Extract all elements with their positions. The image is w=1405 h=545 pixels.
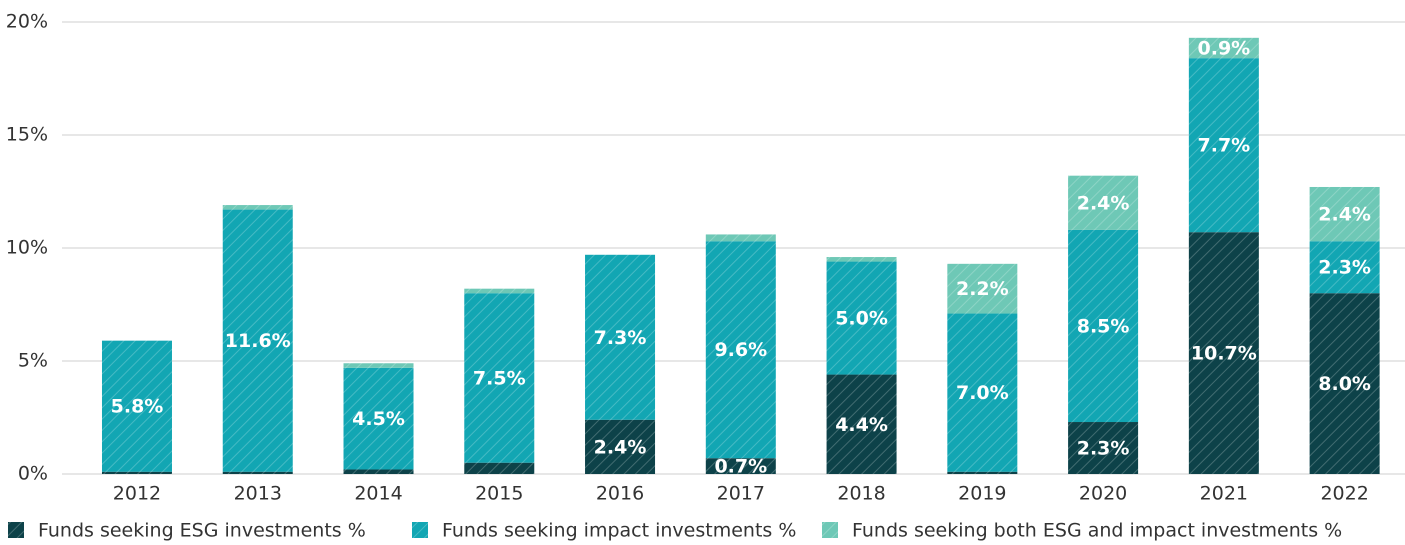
bar-segment — [705, 241, 776, 459]
bar-segment — [343, 469, 414, 474]
value-label: 5.0% — [835, 308, 888, 330]
bar-segment — [101, 340, 172, 472]
x-tick-label: 2022 — [1320, 483, 1368, 505]
legend-label: Funds seeking impact investments % — [442, 520, 796, 542]
value-label: 2.3% — [1077, 438, 1130, 460]
bar-segment — [464, 293, 535, 463]
bar-segment — [101, 471, 172, 474]
x-tick-label: 2019 — [958, 483, 1006, 505]
bar-segment — [1188, 37, 1259, 59]
value-label: 11.6% — [225, 330, 291, 352]
legend-swatch — [822, 522, 838, 538]
x-tick-label: 2020 — [1079, 483, 1127, 505]
bar-segment — [222, 209, 293, 472]
legend-label: Funds seeking both ESG and impact invest… — [852, 520, 1342, 542]
bar-segment — [705, 458, 776, 474]
bar-segment — [464, 462, 535, 474]
value-label: 8.0% — [1318, 373, 1371, 395]
bar-segment — [464, 288, 535, 294]
value-label: 0.9% — [1198, 37, 1251, 59]
bar-segment — [1068, 175, 1139, 230]
bar-segment — [1309, 241, 1380, 294]
bar-segment — [222, 471, 293, 474]
bar-segment — [1188, 58, 1259, 233]
y-tick-label: 15% — [6, 124, 48, 146]
value-label: 2.4% — [1318, 204, 1371, 226]
bar-segment — [585, 419, 656, 474]
x-tick-label: 2018 — [837, 483, 885, 505]
value-label: 4.5% — [352, 408, 405, 430]
value-label: 7.7% — [1198, 135, 1251, 157]
x-tick-label: 2021 — [1200, 483, 1248, 505]
bar-segment — [1068, 229, 1139, 423]
value-label: 10.7% — [1191, 343, 1257, 365]
bar-segment — [947, 313, 1018, 472]
value-label: 8.5% — [1077, 315, 1130, 337]
bar-segment — [585, 254, 656, 420]
bar-segment — [343, 363, 414, 368]
value-label: 5.8% — [111, 396, 164, 418]
bar-segment — [826, 257, 897, 262]
x-tick-label: 2014 — [354, 483, 402, 505]
bar-segment — [1309, 293, 1380, 474]
bar-segment — [1068, 422, 1139, 474]
y-tick-label: 5% — [18, 350, 48, 372]
value-label: 7.3% — [594, 327, 647, 349]
legend-swatch — [412, 522, 428, 538]
value-label: 4.4% — [835, 414, 888, 436]
value-label: 9.6% — [714, 339, 767, 361]
bar-segment — [222, 205, 293, 210]
value-label: 7.5% — [473, 367, 526, 389]
value-label: 0.7% — [714, 456, 767, 478]
bar-segment — [947, 263, 1018, 314]
bar-segment — [826, 261, 897, 375]
value-label: 2.4% — [594, 436, 647, 458]
y-tick-label: 10% — [6, 237, 48, 259]
bar-segment — [947, 471, 1018, 474]
x-tick-label: 2012 — [113, 483, 161, 505]
value-label: 2.3% — [1318, 257, 1371, 279]
x-tick-label: 2016 — [596, 483, 644, 505]
legend-swatch — [8, 522, 24, 538]
value-label: 2.4% — [1077, 192, 1130, 214]
value-label: 2.2% — [956, 278, 1009, 300]
bar-segment — [343, 367, 414, 470]
bar-segment — [826, 374, 897, 474]
bar-segment — [1309, 186, 1380, 242]
x-tick-label: 2015 — [475, 483, 523, 505]
x-tick-label: 2013 — [234, 483, 282, 505]
value-label: 7.0% — [956, 382, 1009, 404]
legend-label: Funds seeking ESG investments % — [38, 520, 366, 542]
bar-segment — [1188, 232, 1259, 474]
y-tick-label: 0% — [18, 463, 48, 485]
x-tick-label: 2017 — [717, 483, 765, 505]
y-tick-label: 20% — [6, 11, 48, 33]
bar-segment — [705, 234, 776, 242]
